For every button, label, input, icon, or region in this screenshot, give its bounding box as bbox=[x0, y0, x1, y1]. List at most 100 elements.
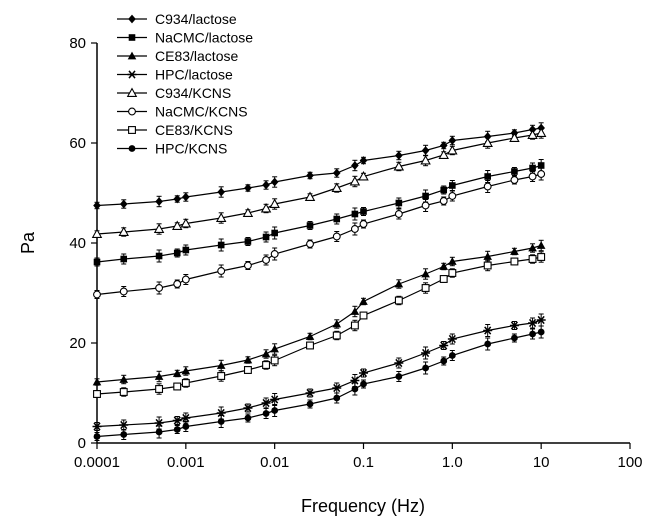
data-point bbox=[182, 192, 190, 202]
data-point bbox=[439, 341, 449, 350]
data-point bbox=[155, 385, 164, 393]
data-point bbox=[393, 160, 405, 171]
data-point bbox=[119, 375, 129, 383]
data-point bbox=[93, 258, 101, 266]
data-point bbox=[271, 229, 278, 237]
data-point bbox=[448, 269, 457, 277]
data-point bbox=[217, 241, 225, 249]
data-point bbox=[306, 222, 314, 229]
legend-item: C934/lactose bbox=[117, 11, 237, 27]
series-line bbox=[96, 173, 542, 296]
data-point bbox=[173, 382, 182, 391]
data-point bbox=[537, 253, 546, 261]
data-point bbox=[262, 256, 271, 264]
data-point bbox=[395, 151, 403, 160]
data-point bbox=[181, 366, 191, 375]
data-point bbox=[120, 255, 128, 263]
legend-label: HPC/KCNS bbox=[155, 141, 227, 157]
data-point bbox=[483, 326, 493, 335]
data-point bbox=[358, 170, 369, 181]
x-tick-label: 0.0001 bbox=[74, 454, 120, 471]
y-tick-label: 80 bbox=[69, 35, 86, 52]
data-point bbox=[528, 243, 537, 252]
data-point bbox=[360, 380, 367, 388]
data-point bbox=[439, 197, 448, 205]
data-point bbox=[359, 297, 368, 305]
legend-item: CE83/KCNS bbox=[117, 122, 233, 138]
data-point bbox=[421, 146, 430, 155]
data-point bbox=[92, 422, 102, 431]
data-point bbox=[243, 261, 252, 270]
data-point bbox=[332, 319, 342, 328]
data-point bbox=[242, 207, 254, 217]
data-point bbox=[509, 132, 520, 142]
legend-label: HPC/lactose bbox=[155, 67, 233, 83]
data-point bbox=[182, 246, 190, 254]
data-point bbox=[422, 364, 429, 372]
data-point bbox=[269, 198, 280, 208]
data-point bbox=[182, 423, 190, 430]
series-4 bbox=[91, 127, 547, 238]
data-point bbox=[244, 183, 252, 193]
legend-item: HPC/KCNS bbox=[117, 141, 227, 157]
legend-label: NaCMC/KCNS bbox=[155, 104, 248, 120]
data-point bbox=[350, 307, 360, 315]
legend-label: C934/lactose bbox=[155, 11, 237, 27]
data-point bbox=[332, 232, 341, 241]
data-point bbox=[421, 284, 430, 292]
data-point bbox=[449, 182, 456, 189]
legend-label: C934/KCNS bbox=[155, 85, 231, 101]
y-tick-label: 40 bbox=[69, 235, 86, 252]
data-point bbox=[181, 413, 191, 423]
data-point bbox=[510, 257, 519, 266]
data-point bbox=[422, 192, 429, 200]
y-ticks: 0 20 40 60 80 bbox=[69, 35, 97, 452]
data-point bbox=[173, 426, 181, 433]
data-point bbox=[483, 132, 492, 141]
legend-label: CE83/KCNS bbox=[155, 122, 233, 138]
x-tick-label: 0.1 bbox=[353, 454, 374, 471]
data-point bbox=[332, 331, 341, 340]
x-tick-label: 10 bbox=[533, 454, 550, 471]
data-point bbox=[332, 168, 341, 178]
data-point bbox=[118, 226, 129, 236]
data-point bbox=[448, 136, 457, 145]
data-point bbox=[173, 280, 182, 288]
data-point bbox=[270, 177, 279, 187]
data-point bbox=[420, 154, 431, 165]
data-point bbox=[181, 379, 190, 387]
data-point bbox=[119, 199, 128, 209]
legend-marker bbox=[127, 70, 137, 79]
data-point bbox=[270, 250, 279, 258]
data-point bbox=[439, 275, 448, 283]
series-7 bbox=[93, 325, 545, 441]
data-point bbox=[395, 373, 403, 380]
data-point bbox=[93, 433, 101, 440]
data-point bbox=[440, 186, 448, 194]
y-tick-label: 0 bbox=[78, 435, 86, 452]
data-point bbox=[359, 156, 368, 165]
data-point bbox=[394, 296, 403, 305]
data-point bbox=[243, 366, 252, 374]
legend-item: C934/KCNS bbox=[117, 85, 231, 101]
legend-marker bbox=[128, 34, 136, 41]
legend-marker bbox=[127, 51, 137, 60]
data-point bbox=[536, 315, 546, 325]
data-point bbox=[448, 257, 457, 265]
data-point bbox=[394, 279, 404, 288]
data-point bbox=[360, 208, 367, 215]
data-point bbox=[439, 262, 449, 270]
data-point bbox=[262, 180, 270, 190]
data-point bbox=[483, 261, 492, 270]
x-ticks: 0.0001 0.001 0.01 0.1 1.0 10 100 bbox=[74, 443, 643, 471]
data-point bbox=[447, 144, 458, 155]
data-point bbox=[306, 400, 314, 408]
data-point bbox=[93, 201, 101, 210]
data-point bbox=[270, 344, 279, 353]
legend-label: CE83/lactose bbox=[155, 48, 238, 64]
data-point bbox=[93, 290, 101, 299]
data-point bbox=[217, 372, 226, 380]
data-point bbox=[483, 252, 492, 260]
data-point bbox=[351, 385, 359, 393]
series-line bbox=[96, 244, 542, 383]
